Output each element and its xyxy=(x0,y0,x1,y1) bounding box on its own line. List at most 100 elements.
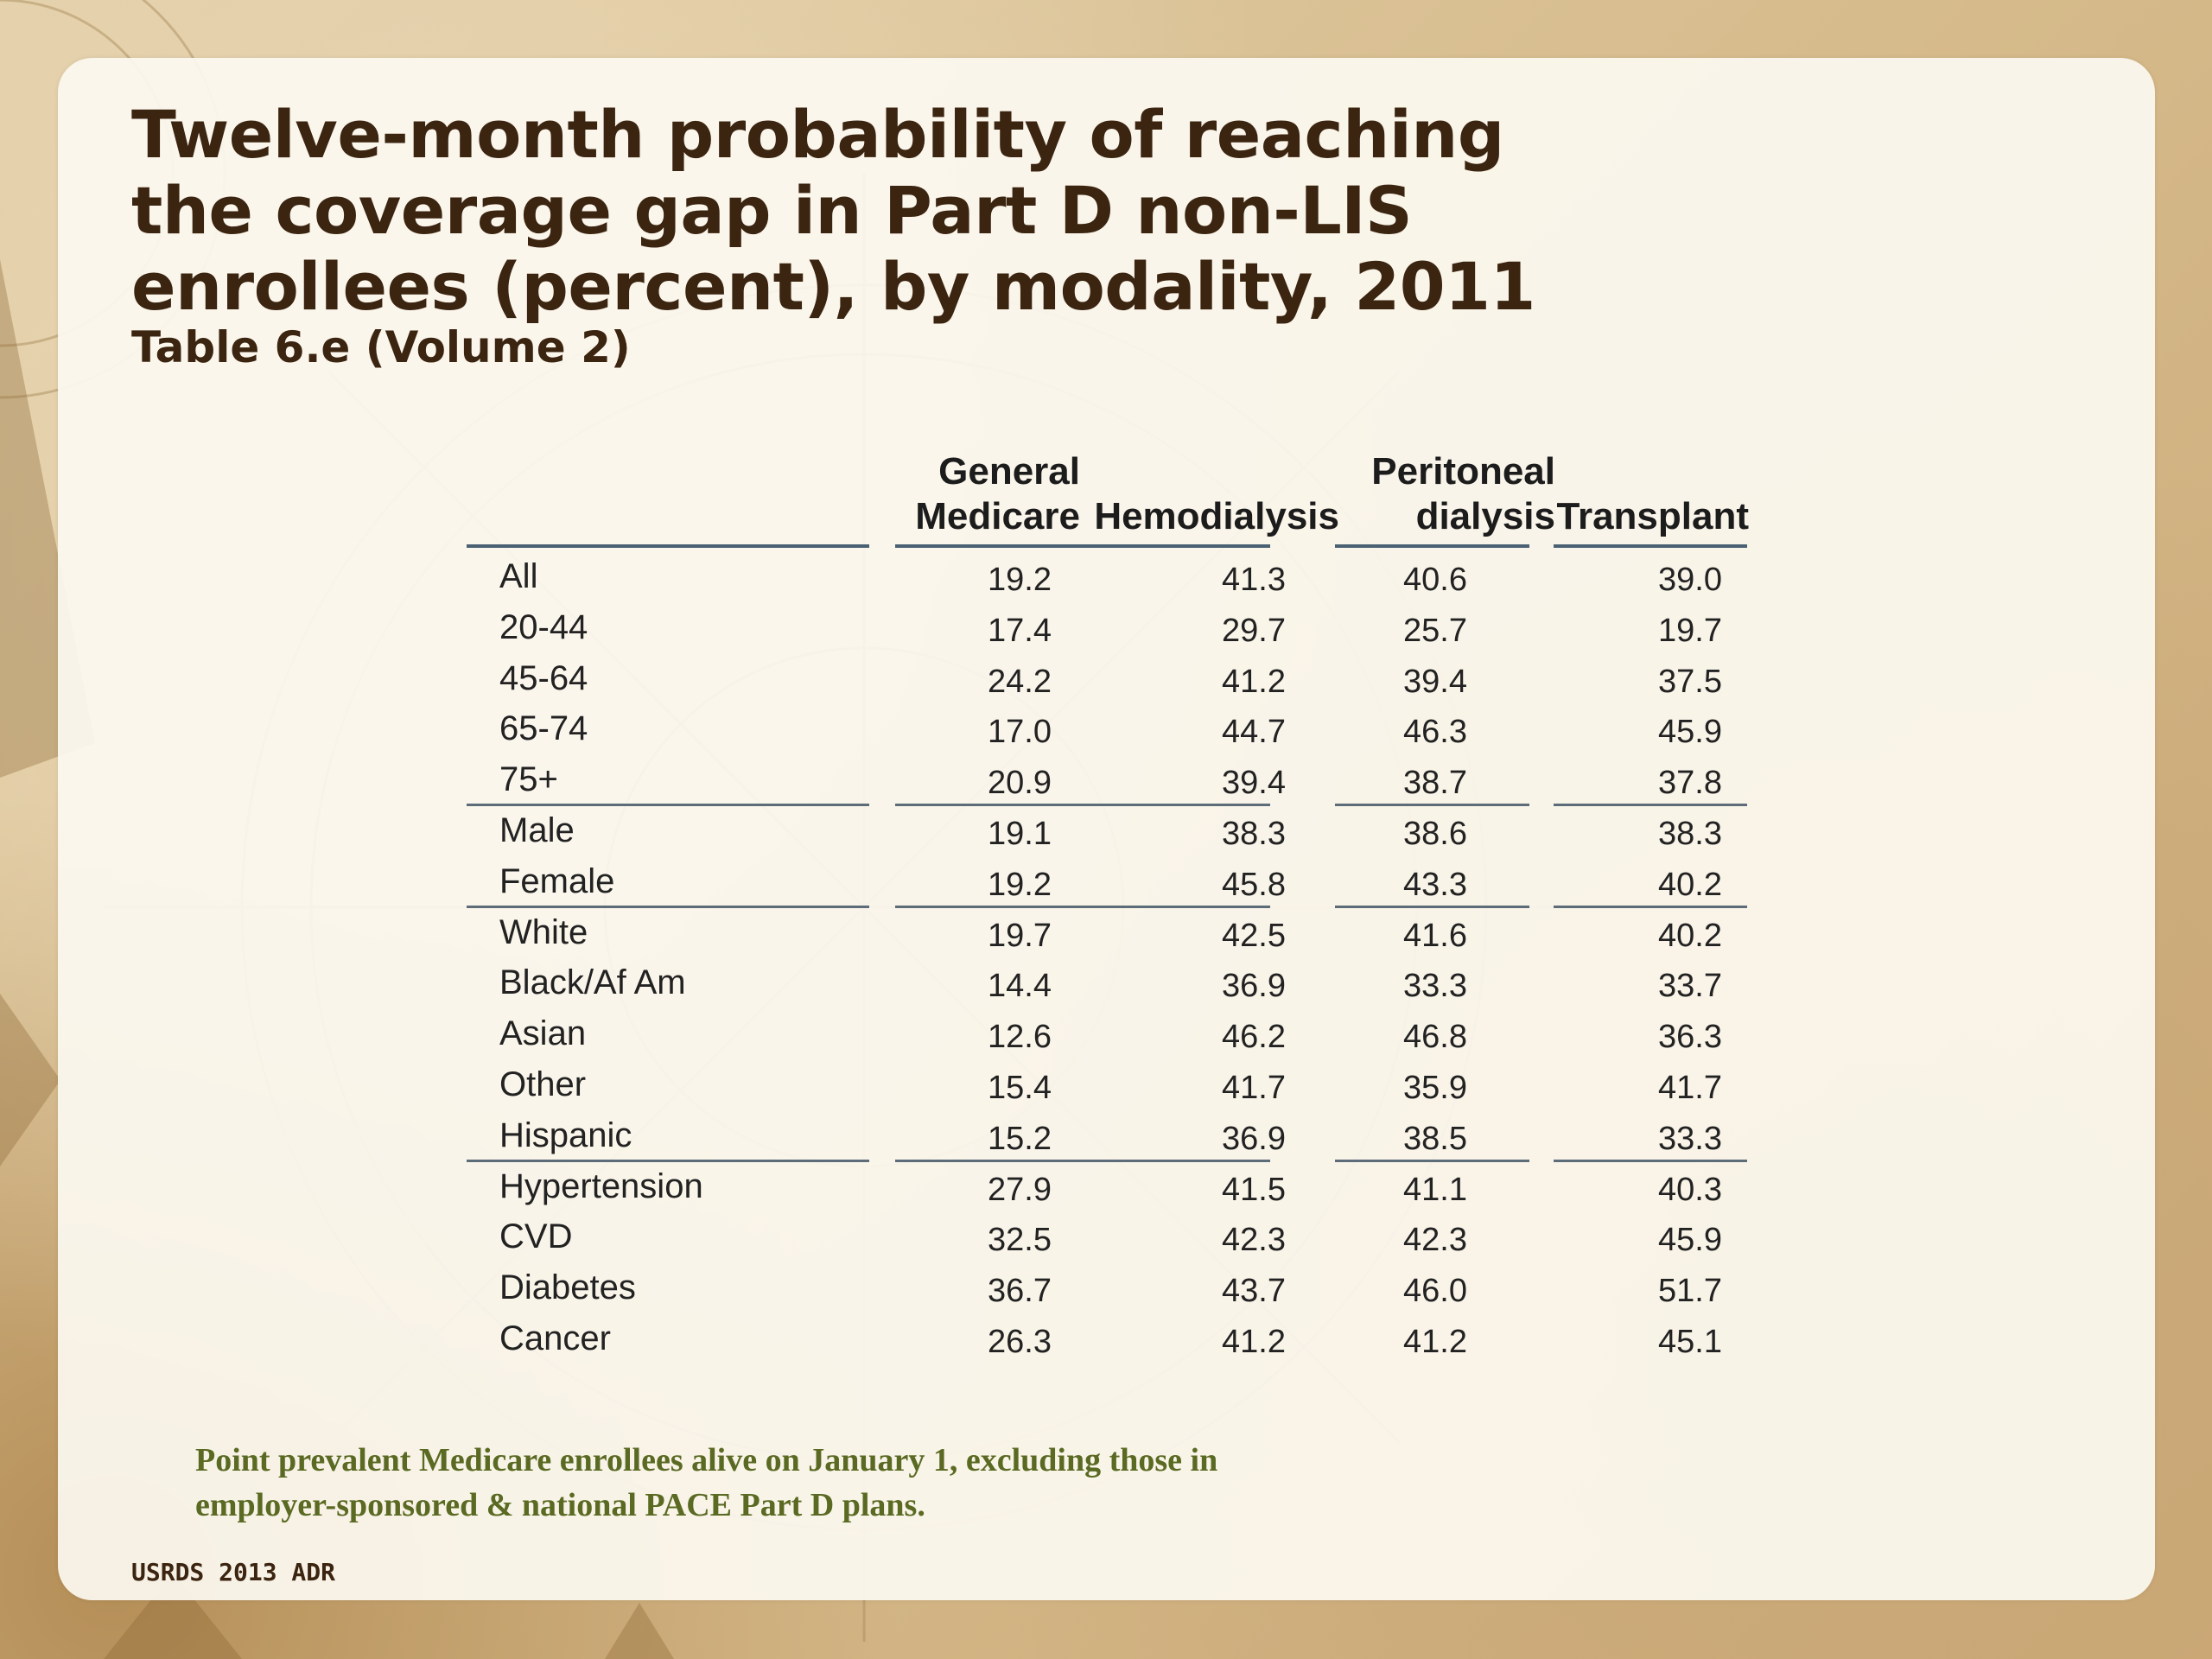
table-cell: 38.5 xyxy=(1403,1120,1467,1157)
table-cell: 41.3 xyxy=(1222,562,1286,598)
table-cell: 15.4 xyxy=(988,1070,1052,1106)
column-header-line2: Transplant xyxy=(1556,495,1750,537)
column-header-line1: General xyxy=(938,450,1080,493)
table-cell: 33.7 xyxy=(1658,968,1722,1005)
table-cell: 33.3 xyxy=(1658,1120,1722,1157)
table-cell: 38.7 xyxy=(1403,765,1467,802)
group-divider xyxy=(467,905,869,908)
table-cell: 35.9 xyxy=(1403,1070,1467,1106)
table-cell: 42.5 xyxy=(1222,917,1286,954)
header-rule-general-medicare xyxy=(895,544,1087,548)
group-divider xyxy=(1078,1159,1270,1162)
group-divider xyxy=(895,804,1087,806)
table-cell: 40.2 xyxy=(1658,866,1722,903)
table-cell: 43.3 xyxy=(1403,866,1467,903)
table-cell: 46.2 xyxy=(1222,1019,1286,1056)
table-cell: 15.2 xyxy=(988,1120,1052,1157)
content-panel xyxy=(58,58,2155,1600)
table-cell: 41.5 xyxy=(1222,1171,1286,1208)
table-cell: 19.1 xyxy=(988,816,1052,852)
column-header-line2: Hemodialysis xyxy=(1094,495,1339,537)
table-cell: 33.3 xyxy=(1403,968,1467,1005)
table-cell: 27.9 xyxy=(988,1171,1052,1208)
table-cell: 26.3 xyxy=(988,1324,1052,1360)
row-label: 65-74 xyxy=(499,709,588,748)
table-cell: 41.2 xyxy=(1222,663,1286,700)
table-cell: 39.4 xyxy=(1222,765,1286,802)
row-label: Hypertension xyxy=(499,1166,703,1205)
table-cell: 45.9 xyxy=(1658,714,1722,751)
table-cell: 14.4 xyxy=(988,968,1052,1005)
table-cell: 45.9 xyxy=(1658,1222,1722,1259)
column-header-peritoneal-dialysis: Peritoneal dialysis xyxy=(1296,449,1555,539)
table-cell: 42.3 xyxy=(1403,1222,1467,1259)
row-label: Hispanic xyxy=(499,1116,632,1154)
group-divider xyxy=(1335,804,1529,806)
column-header-transplant: Transplant xyxy=(1490,449,1750,539)
table-cell: 36.9 xyxy=(1222,968,1286,1005)
table-cell: 38.3 xyxy=(1658,816,1722,852)
row-label: 75+ xyxy=(499,760,558,799)
header-rule-label xyxy=(467,544,869,548)
table-cell: 25.7 xyxy=(1403,612,1467,649)
row-label: All xyxy=(499,557,538,595)
row-label: Other xyxy=(499,1065,587,1103)
row-label: CVD xyxy=(499,1217,573,1256)
table-cell: 19.7 xyxy=(988,917,1052,954)
table-reference: Table 6.e (Volume 2) xyxy=(131,322,631,372)
group-divider xyxy=(895,1159,1087,1162)
table-cell: 20.9 xyxy=(988,765,1052,802)
group-divider xyxy=(1335,905,1529,908)
header-rule xyxy=(1335,544,1529,548)
table-cell: 37.8 xyxy=(1658,765,1722,802)
table-cell: 36.9 xyxy=(1222,1120,1286,1157)
table-cell: 19.2 xyxy=(988,866,1052,903)
column-header-line1: Peritoneal xyxy=(1371,450,1555,493)
group-divider xyxy=(1554,905,1747,908)
slide-title: Twelve-month probability of reaching the… xyxy=(131,96,1535,325)
table-cell: 44.7 xyxy=(1222,714,1286,751)
table-cell: 24.2 xyxy=(988,663,1052,700)
table-cell: 38.3 xyxy=(1222,816,1286,852)
table-cell: 41.2 xyxy=(1403,1324,1467,1360)
row-label: Asian xyxy=(499,1014,587,1053)
table-cell: 38.6 xyxy=(1403,816,1467,852)
table-cell: 41.1 xyxy=(1403,1171,1467,1208)
row-label: Cancer xyxy=(499,1319,611,1357)
table-cell: 46.3 xyxy=(1403,714,1467,751)
group-divider xyxy=(1335,1159,1529,1162)
table-cell: 19.2 xyxy=(988,562,1052,598)
group-divider xyxy=(1554,804,1747,806)
table-cell: 42.3 xyxy=(1222,1222,1286,1259)
table-cell: 39.0 xyxy=(1658,562,1722,598)
group-divider xyxy=(467,1159,869,1162)
group-divider xyxy=(1554,1159,1747,1162)
column-header-line1 xyxy=(1490,449,1749,494)
table-cell: 40.3 xyxy=(1658,1171,1722,1208)
table-cell: 40.6 xyxy=(1403,562,1467,598)
row-label: Diabetes xyxy=(499,1268,636,1307)
table-cell: 17.4 xyxy=(988,612,1052,649)
footnote: Point prevalent Medicare enrollees alive… xyxy=(195,1442,1218,1523)
column-header-general-medicare: General Medicare xyxy=(890,449,1080,539)
table-cell: 40.2 xyxy=(1658,917,1722,954)
table-cell: 37.5 xyxy=(1658,663,1722,700)
table-cell: 39.4 xyxy=(1403,663,1467,700)
group-divider xyxy=(1078,905,1270,908)
table-cell: 43.7 xyxy=(1222,1273,1286,1310)
table-cell: 17.0 xyxy=(988,714,1052,751)
row-label: Black/Af Am xyxy=(499,963,686,1002)
table-cell: 29.7 xyxy=(1222,612,1286,649)
row-label: 45-64 xyxy=(499,658,588,697)
table-cell: 12.6 xyxy=(988,1019,1052,1056)
table-cell: 51.7 xyxy=(1658,1273,1722,1310)
table-cell: 46.8 xyxy=(1403,1019,1467,1056)
table-cell: 36.7 xyxy=(988,1273,1052,1310)
table-cell: 32.5 xyxy=(988,1222,1052,1259)
table-cell: 19.7 xyxy=(1658,612,1722,649)
column-header-hemodialysis: Hemodialysis xyxy=(1080,449,1339,539)
table-cell: 41.6 xyxy=(1403,917,1467,954)
row-label: Male xyxy=(499,811,575,849)
table-cell: 45.1 xyxy=(1658,1324,1722,1360)
row-label: White xyxy=(499,912,588,951)
